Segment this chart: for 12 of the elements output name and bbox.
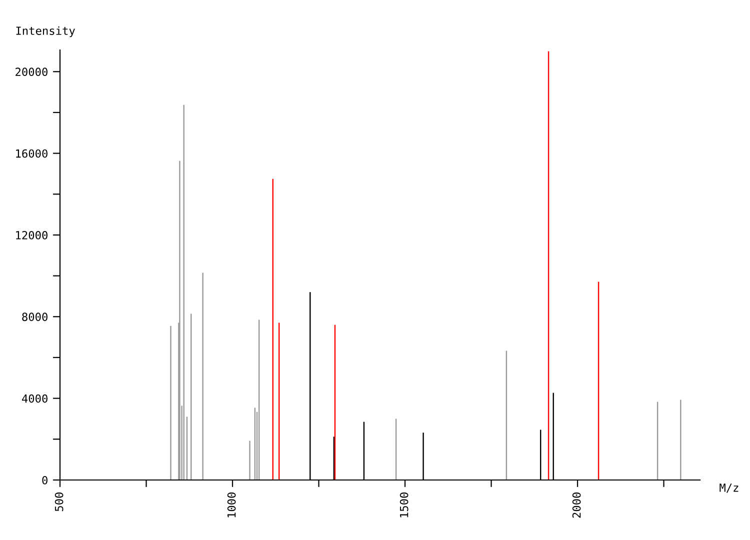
x-tick-label: 2000: [572, 492, 581, 518]
x-tick-label: 1000: [227, 492, 236, 518]
y-tick-label: 20000: [16, 68, 48, 76]
y-tick-label: 8000: [22, 312, 48, 322]
x-tick-label: 1500: [400, 492, 408, 518]
x-tick-label: 500: [54, 492, 64, 512]
y-tick-label: 12000: [16, 230, 48, 240]
y-tick-label: 16000: [16, 149, 48, 158]
y-tick-label: 4000: [22, 394, 48, 403]
x-axis-title: M/z: [720, 484, 738, 493]
y-tick-label: 0: [42, 476, 48, 484]
y-axis-title: Intensity: [16, 26, 75, 38]
